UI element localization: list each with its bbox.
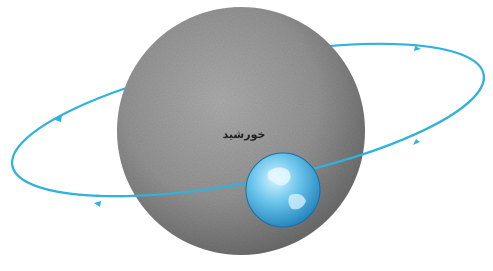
orbit-arrow <box>413 139 420 145</box>
diagram: خورشید <box>0 0 493 271</box>
orbit-arrow <box>94 201 101 207</box>
sun-label: خورشید <box>223 128 266 141</box>
earth <box>246 153 320 227</box>
earth-globe <box>246 153 320 227</box>
page: {"labels": {"sun": "خورشید"}} <box>0 0 493 271</box>
